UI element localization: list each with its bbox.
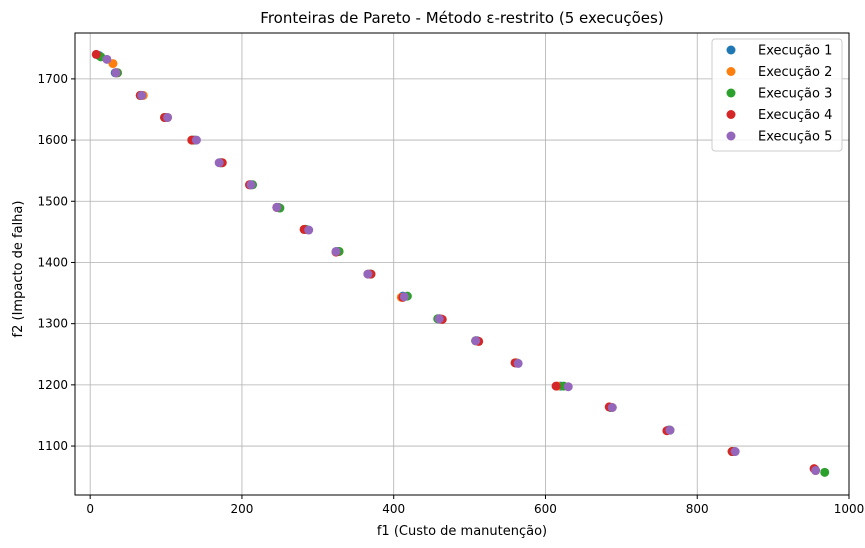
x-tick-label: 0 <box>86 502 94 516</box>
data-point <box>304 225 314 235</box>
data-point <box>607 402 617 412</box>
data-point <box>191 135 201 145</box>
data-point <box>434 314 444 324</box>
y-tick-label: 1300 <box>37 317 68 331</box>
data-point <box>272 202 282 212</box>
legend-marker <box>726 67 736 76</box>
legend-marker <box>726 131 736 141</box>
data-point <box>471 336 481 346</box>
data-point <box>91 49 101 59</box>
data-points <box>91 49 830 477</box>
y-tick-label: 1200 <box>37 378 68 392</box>
x-tick-label: 600 <box>534 502 557 516</box>
legend-label: Execução 1 <box>758 44 832 59</box>
data-point <box>137 90 147 100</box>
x-axis-label: f1 (Custo de manutenção) <box>377 524 547 539</box>
legend-label: Execução 3 <box>758 87 832 102</box>
axis-ticks: 0 200 400 600 800 1000 1100 1200 1300 1400 1500 160… <box>37 72 864 516</box>
data-point <box>820 467 830 477</box>
series-execucao-5 <box>102 54 821 476</box>
y-tick-label: 1700 <box>37 72 68 86</box>
legend-label: Execução 2 <box>758 65 832 80</box>
data-point <box>665 425 675 435</box>
legend-marker <box>726 110 736 119</box>
legend-box <box>711 38 843 152</box>
x-tick-label: 400 <box>382 502 405 516</box>
y-tick-label: 1400 <box>37 255 68 269</box>
data-point <box>214 158 224 168</box>
y-tick-label: 1500 <box>37 194 68 208</box>
legend-label: Execução 5 <box>758 130 832 145</box>
data-point <box>102 54 112 64</box>
data-point <box>551 381 561 391</box>
legend-marker <box>726 45 736 55</box>
data-point <box>163 112 173 122</box>
legend-marker <box>726 88 736 98</box>
data-point <box>513 358 523 368</box>
data-point <box>811 466 821 476</box>
data-point <box>730 447 740 457</box>
plot-frame <box>74 32 850 496</box>
x-tick-label: 1000 <box>834 502 865 516</box>
legend: Execução 1 Execução 2 Execução 3 Execução 4… <box>711 38 843 152</box>
y-axis-label: f2 (Impacto de falha) <box>11 201 26 338</box>
data-point <box>111 68 121 78</box>
legend-label: Execução 4 <box>758 108 832 123</box>
data-point <box>399 292 409 302</box>
y-tick-label: 1100 <box>37 439 68 453</box>
y-tick-label: 1600 <box>37 133 68 147</box>
grid <box>75 33 850 495</box>
data-point <box>363 269 373 279</box>
chart-title: Fronteiras de Pareto - Método ε-restrito… <box>260 9 663 27</box>
data-point <box>331 246 341 256</box>
x-tick-label: 200 <box>230 502 253 516</box>
x-tick-label: 800 <box>686 502 709 516</box>
data-point <box>563 382 573 392</box>
data-point <box>246 180 256 190</box>
